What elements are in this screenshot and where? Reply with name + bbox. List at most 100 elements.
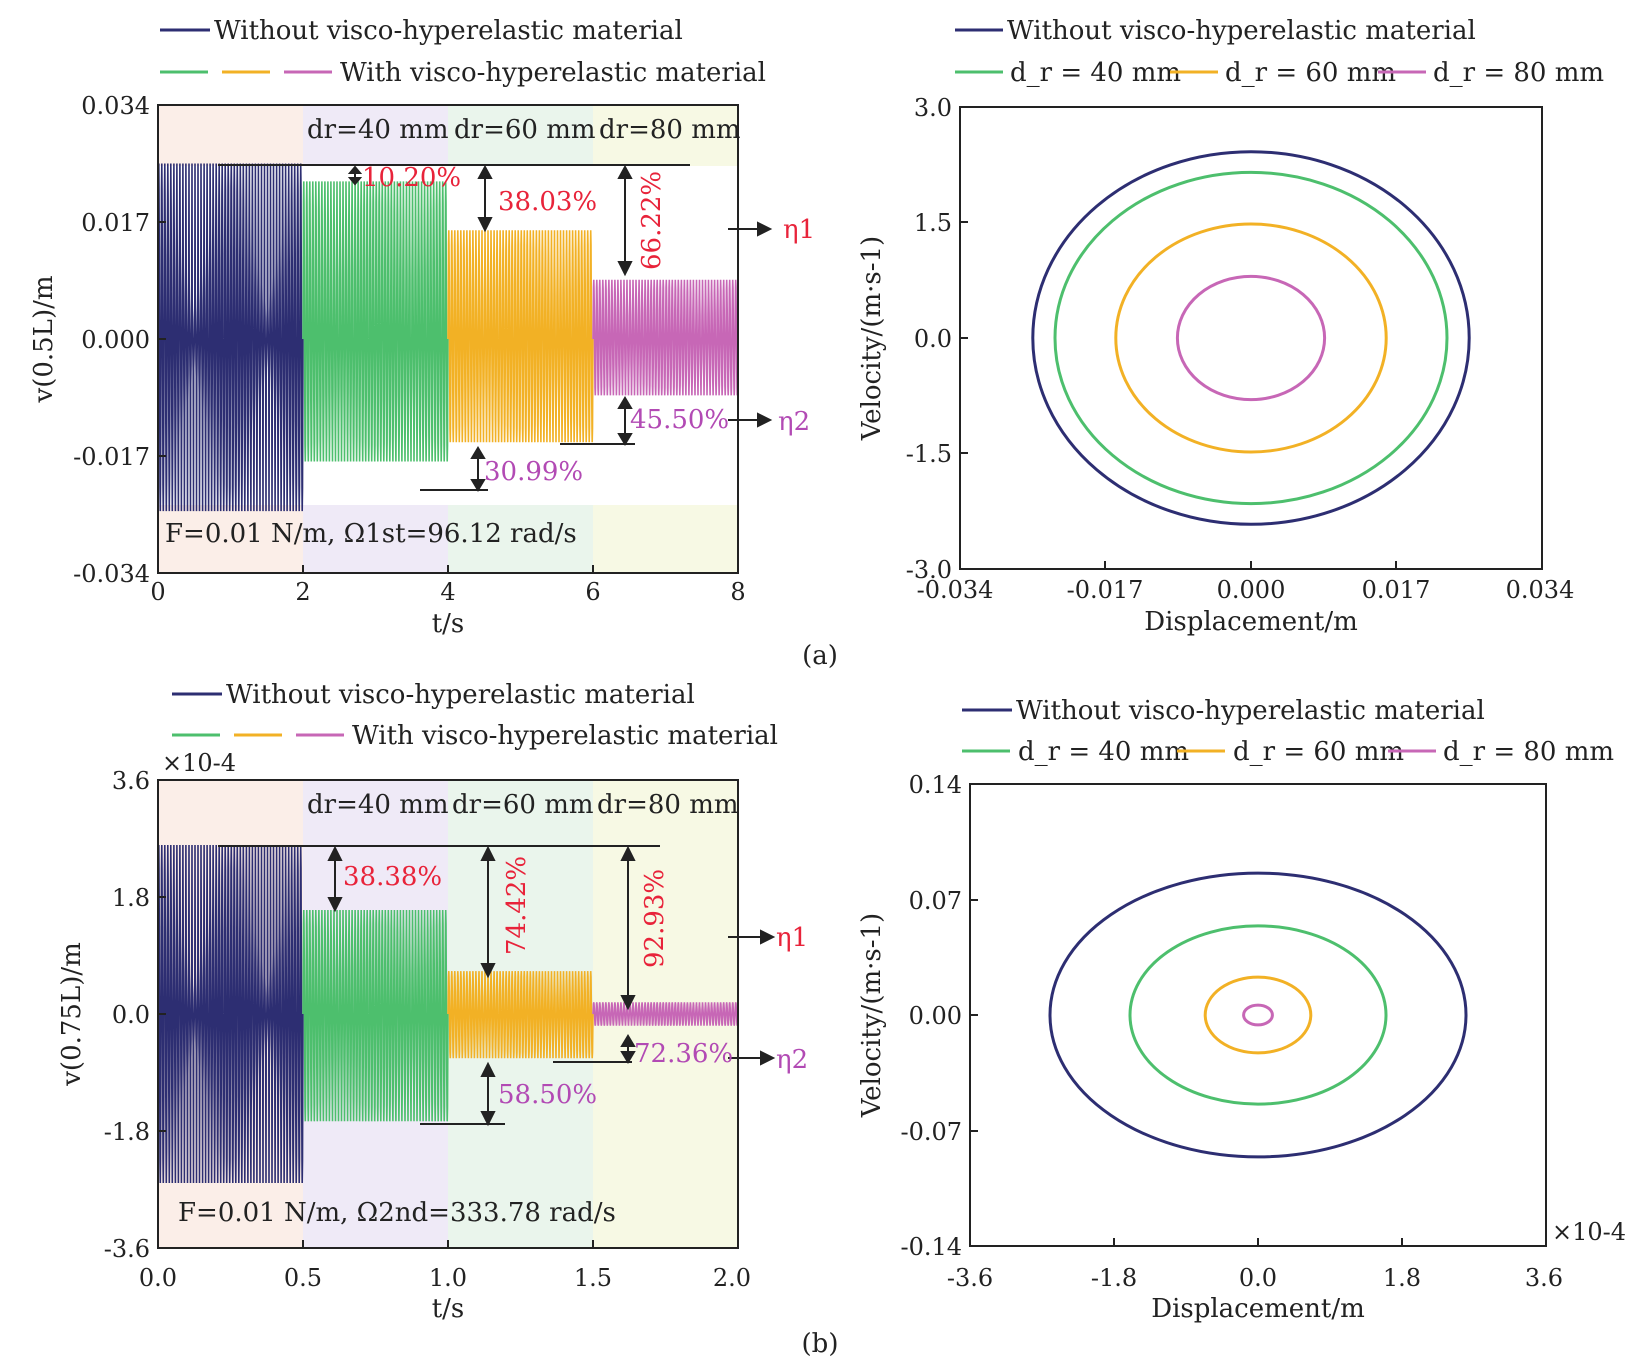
x-tick-b-right-4: 3.6 xyxy=(1525,1264,1563,1292)
legend-label-dr80: d_r = 80 mm xyxy=(1433,58,1604,88)
x-tick-b-right-2: 0.0 xyxy=(1239,1264,1277,1292)
y-axis-b-left xyxy=(158,779,166,1249)
segment-label-dr60: dr=60 mm xyxy=(452,790,594,820)
panel-a-left: Without visco-hyperelastic material With… xyxy=(29,16,815,639)
panel-a-left-legend: Without visco-hyperelastic material With… xyxy=(160,16,766,88)
phase-ellipse-1 xyxy=(1053,170,1449,506)
x-tick-a-right-1: -0.017 xyxy=(1067,576,1144,604)
panel-a-right: Without visco-hyperelastic material d_r … xyxy=(857,16,1604,637)
x-tick-a-right-3: 0.017 xyxy=(1362,576,1431,604)
panel-a-right-legend: Without visco-hyperelastic material d_r … xyxy=(955,16,1604,88)
legend-label-with: With visco-hyperelastic material xyxy=(352,721,778,751)
legend-label-without: Without visco-hyperelastic material xyxy=(226,680,695,710)
signal-segment-3 xyxy=(592,279,739,396)
segment-label-dr80: dr=80 mm xyxy=(599,115,741,145)
signal-group-b xyxy=(157,844,739,1184)
y-axis-label-a-left: v(0.5L)/m xyxy=(29,275,59,403)
annotation-lines-b xyxy=(218,845,776,1127)
y-tick-b-right-0: 0.14 xyxy=(909,771,962,799)
annotation-reduction-38-03: 38.03% xyxy=(498,187,597,217)
x-axis-label-b-left: t/s xyxy=(432,1294,465,1324)
annotation-reduction-72-36: 72.36% xyxy=(634,1039,733,1069)
figure-label-b: (b) xyxy=(802,1329,839,1359)
x-axis-a-left xyxy=(302,565,594,573)
segment-label-dr80: dr=80 mm xyxy=(597,790,739,820)
phase-ellipse-2 xyxy=(1203,975,1313,1055)
eta1-label-b: η1 xyxy=(776,923,808,953)
annotation-reduction-66-22: 66.22% xyxy=(637,171,667,270)
x-tick-a-left-0: 0 xyxy=(150,578,165,606)
segment-label-dr60: dr=60 mm xyxy=(454,115,596,145)
y-tick-a-left-4: -0.034 xyxy=(73,560,150,588)
x-tick-a-left-1: 2 xyxy=(295,578,310,606)
annotation-reduction-30-99: 30.99% xyxy=(484,457,583,487)
legend-label-without: Without visco-hyperelastic material xyxy=(1007,16,1476,46)
signal-segment-2 xyxy=(447,230,594,443)
y-tick-b-left-3: -1.8 xyxy=(104,1118,150,1146)
annotation-reduction-10-20: 10.20% xyxy=(362,163,461,193)
phase-ellipses-a xyxy=(1031,150,1471,526)
signal-segment-0 xyxy=(157,163,304,512)
panel-b-left: Without visco-hyperelastic material With… xyxy=(57,680,808,1324)
y-tick-a-left-1: 0.017 xyxy=(81,209,150,237)
segment-label-dr40: dr=40 mm xyxy=(307,790,449,820)
segment-label-dr40: dr=40 mm xyxy=(307,115,449,145)
x-tick-b-right-1: -1.8 xyxy=(1091,1264,1137,1292)
phase-ellipse-3 xyxy=(1242,1003,1274,1027)
y-tick-b-right-1: 0.07 xyxy=(909,887,962,915)
y-tick-a-right-2: 0.0 xyxy=(914,325,952,353)
x-axis-b-left xyxy=(302,1240,594,1248)
legend-label-dr80: d_r = 80 mm xyxy=(1443,737,1614,767)
x-tick-b-left-3: 1.5 xyxy=(574,1264,612,1292)
y-tick-b-right-3: -0.07 xyxy=(900,1118,962,1146)
annotation-reduction-38-38: 38.38% xyxy=(343,862,442,892)
signal-segment-1 xyxy=(302,181,449,462)
annotation-reduction-58-50: 58.50% xyxy=(498,1080,597,1110)
footnote-b: F=0.01 N/m, Ω2nd=333.78 rad/s xyxy=(178,1198,616,1228)
y-tick-b-right-4: -0.14 xyxy=(900,1233,962,1261)
x-tick-a-left-2: 4 xyxy=(440,578,455,606)
y-tick-b-right-2: 0.00 xyxy=(909,1002,962,1030)
signal-segment-2 xyxy=(447,971,594,1059)
y-axis-label-a-right: Velocity/(m·s-1) xyxy=(857,236,887,441)
y-tick-b-left-4: -3.6 xyxy=(104,1235,150,1263)
x-tick-a-left-3: 6 xyxy=(585,578,600,606)
x-tick-a-left-4: 8 xyxy=(730,578,745,606)
signal-segment-3 xyxy=(592,1002,739,1026)
y-axis-label-b-right: Velocity/(m·s-1) xyxy=(857,913,887,1118)
y-tick-a-left-0: 0.034 xyxy=(81,92,150,120)
x-axis-label-a-left: t/s xyxy=(432,609,465,639)
eta2-label-a: η2 xyxy=(778,407,810,437)
phase-ellipse-0 xyxy=(1031,150,1471,526)
eta2-label-b: η2 xyxy=(776,1045,808,1075)
x-tick-b-right-0: -3.6 xyxy=(947,1264,993,1292)
x-tick-b-left-1: 0.5 xyxy=(284,1264,322,1292)
legend-label-without: Without visco-hyperelastic material xyxy=(214,16,683,46)
phase-ellipse-1 xyxy=(1128,924,1388,1106)
y-axis-label-b-left: v(0.75L)/m xyxy=(57,942,87,1087)
panel-b-right-legend: Without visco-hyperelastic material d_r … xyxy=(962,696,1614,767)
annotation-reduction-92-93: 92.93% xyxy=(640,869,670,968)
signal-segment-0 xyxy=(157,844,304,1184)
x-axis-label-b-right: Displacement/m xyxy=(1151,1294,1365,1324)
phase-ellipse-0 xyxy=(1048,871,1468,1159)
signal-group-a xyxy=(157,163,739,512)
y-tick-b-left-0: 3.6 xyxy=(112,767,150,795)
y-tick-a-right-1: 1.5 xyxy=(914,209,952,237)
legend-label-dr40: d_r = 40 mm xyxy=(1010,58,1181,88)
plot-frame-a-right xyxy=(959,106,1543,570)
legend-label-with: With visco-hyperelastic material xyxy=(340,58,766,88)
annotation-reduction-45-50: 45.50% xyxy=(630,405,729,435)
y-tick-a-left-2: 0.000 xyxy=(81,326,150,354)
figure-label-a: (a) xyxy=(802,641,838,671)
scale-note-b-left: ×10-4 xyxy=(162,749,236,777)
y-axis-a-left xyxy=(158,104,166,574)
y-tick-b-left-1: 1.8 xyxy=(112,884,150,912)
x-tick-b-left-2: 1.0 xyxy=(429,1264,467,1292)
eta1-label-a: η1 xyxy=(783,215,815,245)
panel-b-right: Without visco-hyperelastic material d_r … xyxy=(857,696,1626,1324)
scale-note-b-right: ×10-4 xyxy=(1552,1218,1626,1246)
phase-ellipse-3 xyxy=(1175,274,1327,402)
y-tick-a-left-3: -0.017 xyxy=(73,443,150,471)
